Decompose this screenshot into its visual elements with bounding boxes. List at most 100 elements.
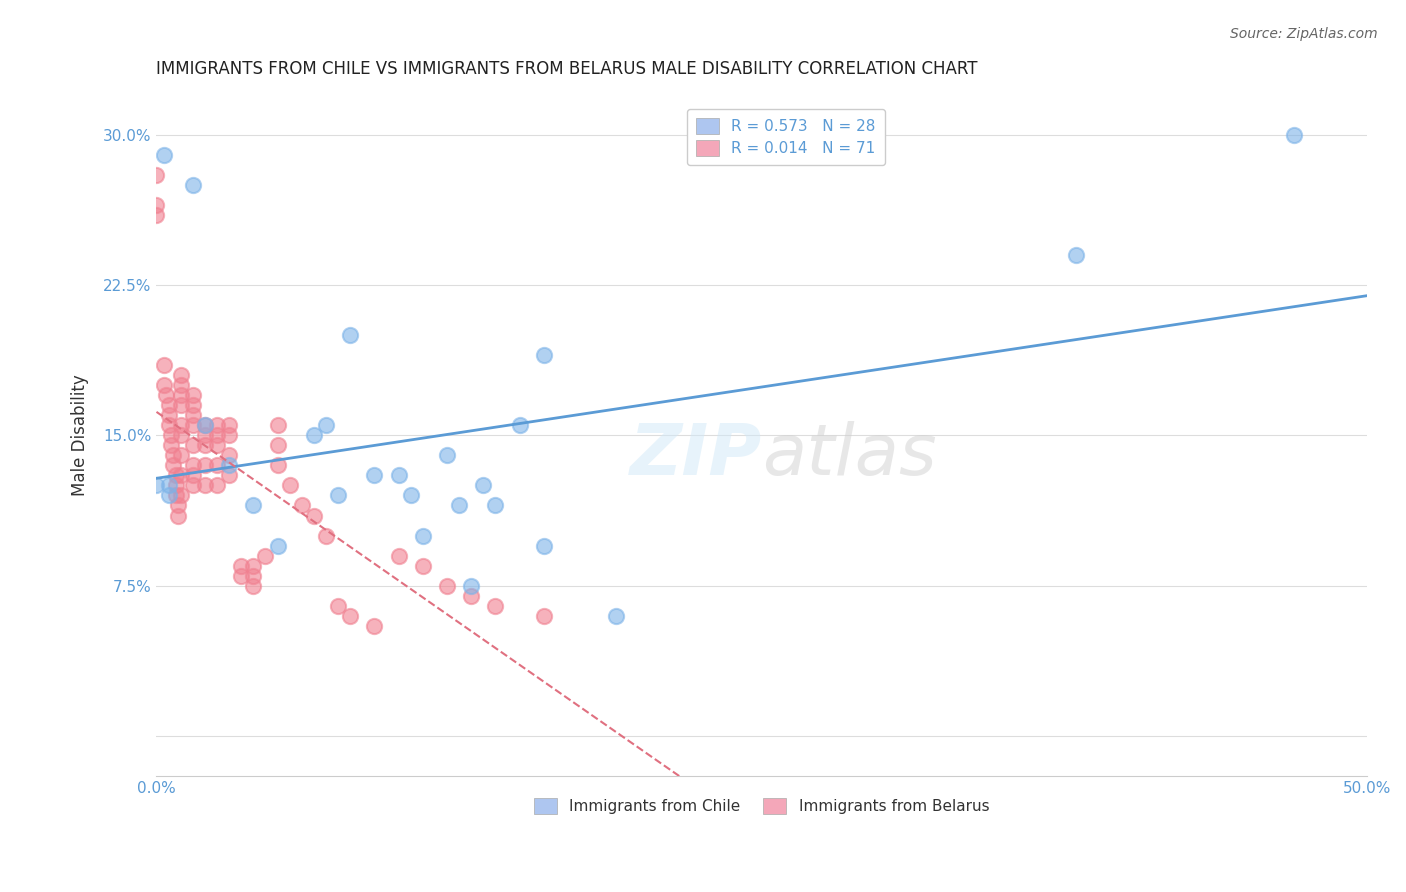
Legend: Immigrants from Chile, Immigrants from Belarus: Immigrants from Chile, Immigrants from B… [524, 789, 998, 823]
Point [266, 539, 288, 553]
Point [157, 418, 180, 433]
Point [605, 608, 627, 623]
Point [1282, 128, 1305, 142]
Point [436, 448, 458, 462]
Point [509, 418, 531, 433]
Point [157, 409, 180, 423]
Point [339, 608, 361, 623]
Point [533, 348, 555, 362]
Point [218, 468, 240, 483]
Point [449, 499, 471, 513]
Point [339, 328, 361, 343]
Point [326, 599, 349, 613]
Point [170, 388, 193, 402]
Point [242, 579, 264, 593]
Point [387, 549, 409, 563]
Point [387, 468, 409, 483]
Point [145, 168, 167, 182]
Point [162, 458, 184, 473]
Point [167, 499, 190, 513]
Point [194, 438, 217, 452]
Point [291, 499, 314, 513]
Text: Source: ZipAtlas.com: Source: ZipAtlas.com [1230, 27, 1378, 41]
Point [165, 488, 187, 502]
Point [181, 418, 204, 433]
Point [266, 418, 288, 433]
Point [460, 579, 482, 593]
Point [181, 388, 204, 402]
Point [266, 438, 288, 452]
Point [181, 458, 204, 473]
Point [194, 418, 217, 433]
Point [399, 488, 422, 502]
Point [194, 428, 217, 442]
Point [205, 418, 228, 433]
Point [194, 458, 217, 473]
Point [315, 418, 337, 433]
Point [472, 478, 495, 492]
Point [205, 438, 228, 452]
Point [412, 558, 434, 573]
Point [218, 448, 240, 462]
Point [278, 478, 301, 492]
Point [218, 428, 240, 442]
Point [155, 388, 177, 402]
Point [181, 398, 204, 412]
Point [231, 568, 253, 582]
Point [170, 468, 193, 483]
Point [326, 488, 349, 502]
Point [231, 558, 253, 573]
Point [484, 599, 506, 613]
Point [363, 619, 385, 633]
Text: ZIP: ZIP [630, 421, 762, 491]
Point [145, 208, 167, 222]
Point [152, 378, 174, 392]
Point [145, 198, 167, 212]
Point [302, 428, 325, 442]
Point [170, 378, 193, 392]
Point [315, 528, 337, 542]
Point [363, 468, 385, 483]
Point [170, 418, 193, 433]
Point [194, 478, 217, 492]
Point [160, 438, 183, 452]
Point [533, 608, 555, 623]
Point [412, 528, 434, 542]
Point [157, 398, 180, 412]
Point [302, 508, 325, 523]
Point [145, 478, 167, 492]
Point [167, 508, 190, 523]
Point [170, 448, 193, 462]
Point [170, 488, 193, 502]
Point [218, 458, 240, 473]
Point [205, 428, 228, 442]
Point [181, 468, 204, 483]
Point [170, 398, 193, 412]
Point [160, 428, 183, 442]
Point [436, 579, 458, 593]
Point [266, 458, 288, 473]
Point [242, 568, 264, 582]
Text: IMMIGRANTS FROM CHILE VS IMMIGRANTS FROM BELARUS MALE DISABILITY CORRELATION CHA: IMMIGRANTS FROM CHILE VS IMMIGRANTS FROM… [156, 60, 979, 78]
Point [165, 478, 187, 492]
Point [181, 478, 204, 492]
Point [181, 178, 204, 192]
Point [181, 409, 204, 423]
Point [157, 478, 180, 492]
Point [242, 499, 264, 513]
Point [162, 448, 184, 462]
Y-axis label: Male Disability: Male Disability [72, 375, 89, 496]
Point [1066, 248, 1088, 262]
Point [170, 428, 193, 442]
Point [181, 438, 204, 452]
Point [484, 499, 506, 513]
Point [254, 549, 277, 563]
Point [242, 558, 264, 573]
Point [533, 539, 555, 553]
Point [152, 147, 174, 161]
Point [205, 478, 228, 492]
Point [218, 418, 240, 433]
Point [205, 458, 228, 473]
Text: atlas: atlas [762, 421, 936, 491]
Point [165, 468, 187, 483]
